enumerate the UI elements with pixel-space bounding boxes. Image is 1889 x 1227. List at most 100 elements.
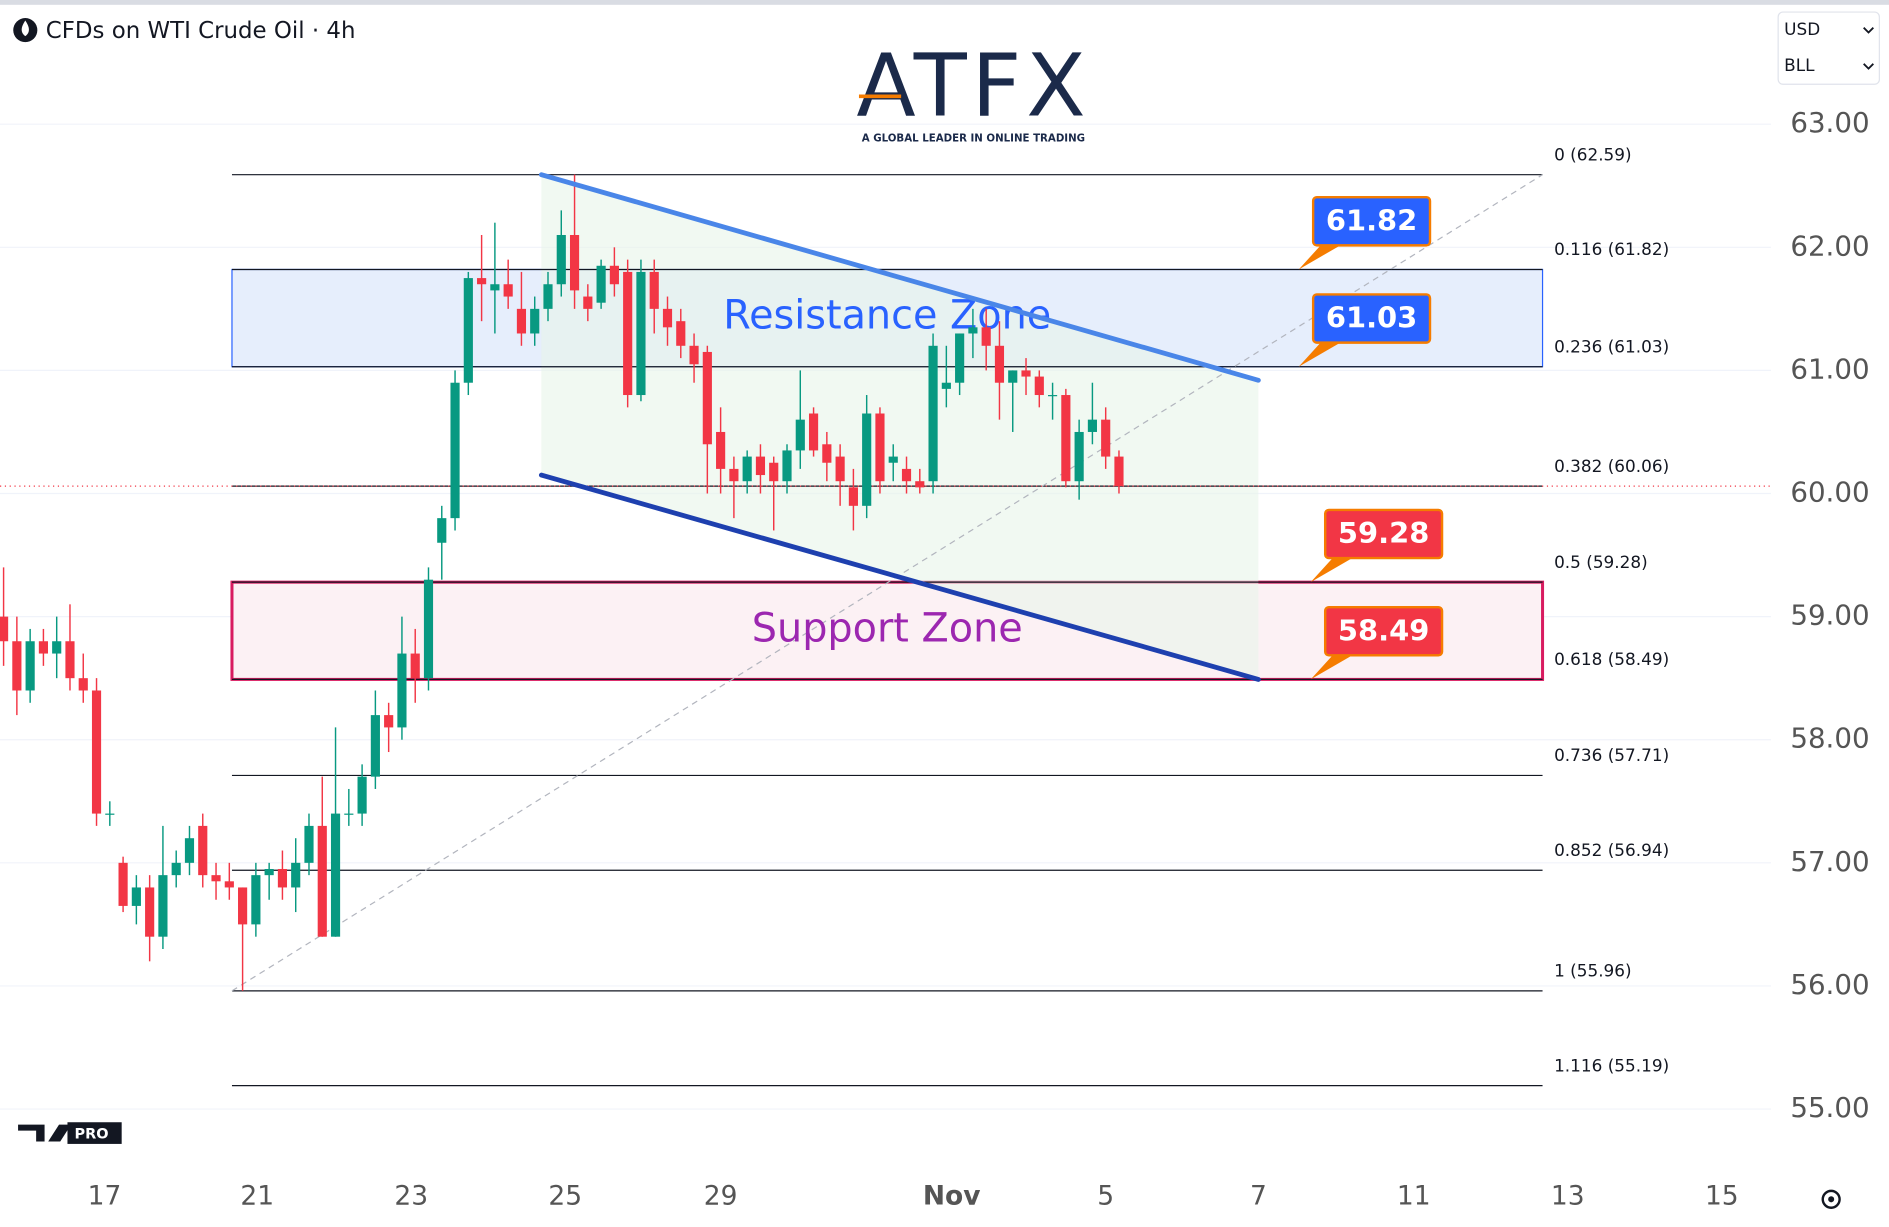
channel-line bbox=[538, 472, 1261, 682]
candle-body bbox=[291, 862, 301, 888]
fib-label: 0.736 (57.71) bbox=[1554, 745, 1669, 765]
candle-body bbox=[38, 641, 48, 654]
fib-label: 0.5 (59.28) bbox=[1554, 552, 1648, 572]
y-tick-label: 63.00 bbox=[1790, 106, 1869, 139]
candle-body bbox=[623, 271, 633, 396]
callout-pointer bbox=[1310, 555, 1357, 583]
y-tick-label: 58.00 bbox=[1790, 722, 1869, 755]
y-tick-label: 61.00 bbox=[1790, 352, 1869, 385]
candle-body bbox=[742, 456, 752, 482]
candle-body bbox=[901, 468, 912, 482]
fib-label: 1.116 (55.19) bbox=[1554, 1055, 1669, 1075]
candle-body bbox=[437, 518, 447, 543]
badge: PRO bbox=[75, 1126, 109, 1142]
candle-body bbox=[609, 265, 619, 285]
candle-body bbox=[569, 234, 580, 291]
candle-body bbox=[158, 875, 168, 937]
candle-body bbox=[755, 456, 766, 476]
candle-body bbox=[875, 413, 885, 482]
candle-body bbox=[1101, 419, 1111, 457]
candle-body bbox=[596, 265, 606, 303]
candle-body bbox=[1021, 370, 1031, 377]
candle-body bbox=[662, 308, 673, 328]
candle-body bbox=[397, 653, 407, 728]
candle-body bbox=[848, 487, 858, 506]
x-tick-label: Nov bbox=[923, 1180, 981, 1211]
candle-body bbox=[835, 456, 845, 482]
candle-body bbox=[384, 715, 394, 728]
candle-body bbox=[862, 413, 872, 506]
candle-body bbox=[317, 825, 327, 937]
x-tick-label: 5 bbox=[1097, 1180, 1114, 1211]
callout-label: 61.03 bbox=[1326, 301, 1417, 335]
callout-pointer bbox=[1298, 340, 1345, 367]
candle-body bbox=[1061, 395, 1071, 482]
candle-body bbox=[25, 641, 35, 691]
y-tick-label: 57.00 bbox=[1790, 845, 1869, 878]
candle-body bbox=[224, 881, 234, 888]
unit-select[interactable]: BLL bbox=[1784, 55, 1815, 75]
callout-box bbox=[1323, 508, 1444, 560]
zone-label: Resistance Zone bbox=[723, 293, 1051, 339]
x-tick-label: 11 bbox=[1397, 1180, 1431, 1211]
channel-line bbox=[538, 172, 1261, 383]
candle-body bbox=[968, 327, 978, 334]
candle-body bbox=[583, 296, 593, 309]
x-tick-label: 23 bbox=[394, 1180, 428, 1211]
callout-label: 59.28 bbox=[1338, 516, 1429, 550]
candle-body bbox=[145, 887, 155, 937]
candle-body bbox=[118, 862, 128, 906]
x-tick-label: 15 bbox=[1705, 1180, 1739, 1211]
symbol-title: CFDs on WTI Crude Oil · 4h bbox=[46, 18, 356, 44]
candle-body bbox=[636, 271, 646, 396]
x-tick-label: 7 bbox=[1250, 1180, 1267, 1211]
candle-body bbox=[716, 431, 726, 469]
candle-body bbox=[530, 308, 540, 334]
unit-panel bbox=[1777, 11, 1880, 85]
y-tick-label: 55.00 bbox=[1790, 1091, 1869, 1124]
candle-body bbox=[994, 345, 1005, 383]
candle-body bbox=[131, 887, 141, 906]
candle-body bbox=[264, 868, 274, 876]
tv-logo bbox=[18, 1124, 72, 1142]
candle-body bbox=[0, 616, 9, 642]
candle-body bbox=[463, 278, 473, 383]
candle-body bbox=[822, 444, 832, 463]
candle-body bbox=[729, 468, 739, 482]
currency-select[interactable]: USD bbox=[1784, 19, 1820, 39]
channel-fill bbox=[541, 174, 1259, 680]
candle-body bbox=[795, 419, 805, 451]
candle-body bbox=[277, 868, 288, 888]
candle-body bbox=[304, 825, 314, 863]
y-tick-label: 59.00 bbox=[1790, 599, 1869, 632]
candle-body bbox=[423, 579, 434, 679]
callout-pointer bbox=[1298, 242, 1345, 270]
candle-body bbox=[450, 382, 460, 519]
candle-body bbox=[1074, 431, 1084, 482]
callout-box bbox=[1311, 196, 1432, 247]
caret bbox=[1863, 63, 1874, 70]
candle-body bbox=[410, 653, 420, 679]
candle-body bbox=[928, 345, 938, 482]
fib-trend bbox=[231, 174, 1543, 992]
x-tick-label: 29 bbox=[704, 1180, 738, 1211]
top-border bbox=[0, 0, 1889, 5]
candle-body bbox=[689, 345, 699, 365]
y-tick-label: 62.00 bbox=[1790, 229, 1869, 262]
candle-body bbox=[981, 327, 991, 346]
fib-label: 0.116 (61.82) bbox=[1554, 239, 1669, 259]
candle-body bbox=[782, 450, 792, 482]
fib-label: 0.852 (56.94) bbox=[1554, 840, 1669, 860]
callout-box bbox=[1311, 293, 1432, 344]
candle-body bbox=[1047, 395, 1058, 397]
candle-body bbox=[503, 284, 513, 297]
candle-body bbox=[357, 776, 367, 814]
settings-icon[interactable] bbox=[1821, 1189, 1841, 1209]
candle-body bbox=[556, 234, 566, 285]
candle-body bbox=[238, 887, 248, 925]
candle-body bbox=[344, 813, 354, 815]
candle-body bbox=[649, 271, 659, 309]
candle-body bbox=[171, 862, 181, 876]
